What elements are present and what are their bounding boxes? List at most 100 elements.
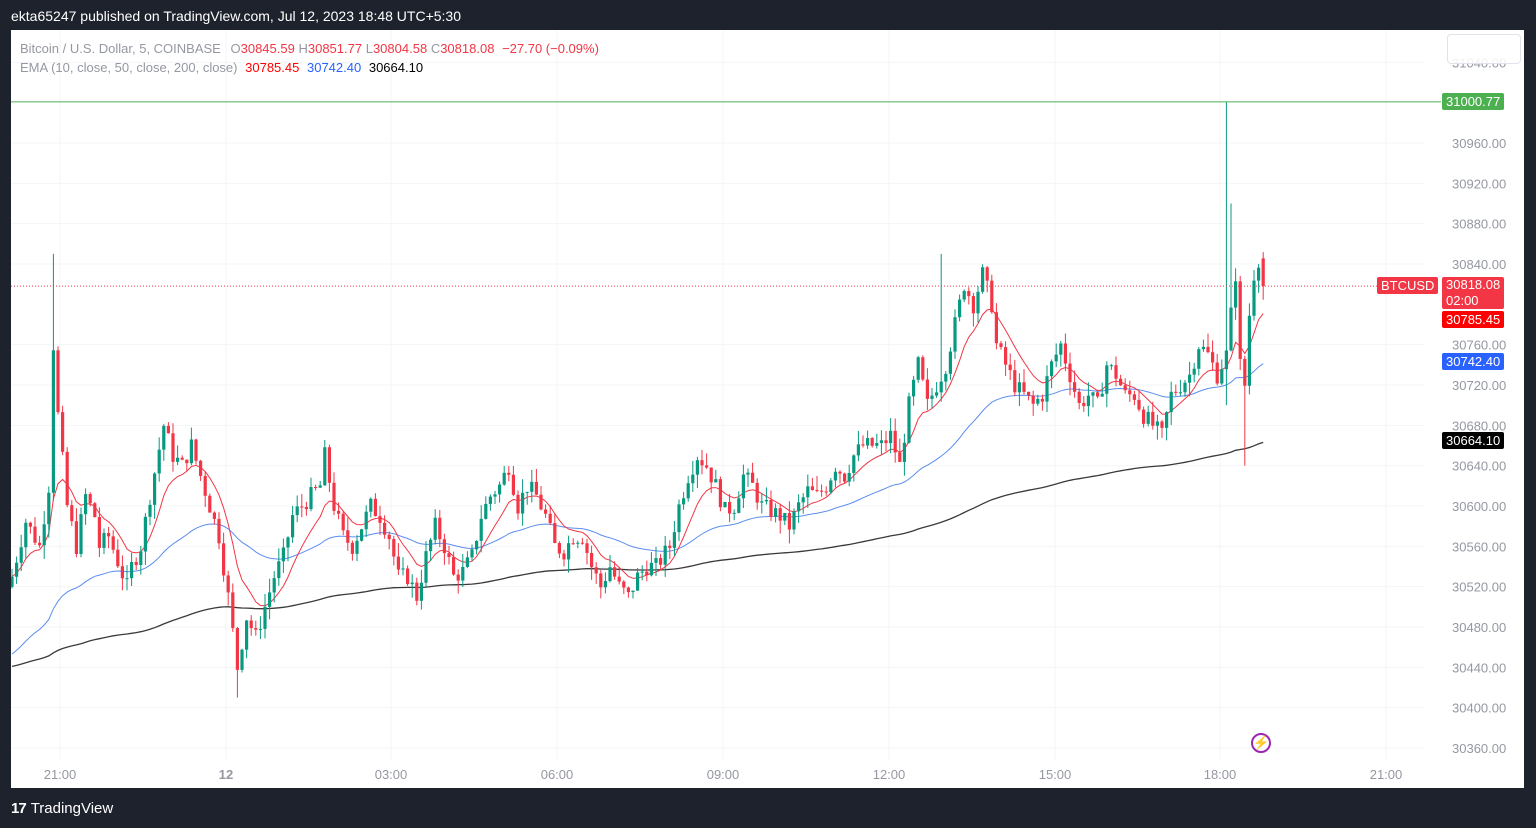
candle	[557, 543, 561, 554]
candle	[447, 553, 451, 558]
candle	[226, 575, 230, 593]
candle	[1123, 385, 1127, 391]
open-value: 30845.59	[240, 41, 295, 56]
candle	[999, 343, 1003, 348]
candle	[1109, 365, 1113, 367]
symbol-legend-row: Bitcoin / U.S. Dollar, 5, COINBASE O3084…	[20, 41, 599, 56]
candle	[373, 498, 377, 517]
time-axis-tick: 03:00	[375, 767, 408, 782]
candle	[424, 551, 428, 583]
candle	[268, 592, 272, 607]
candle	[341, 513, 345, 531]
candle	[378, 516, 382, 523]
candle	[332, 482, 336, 511]
ema50-line	[11, 363, 1264, 655]
candle	[493, 494, 497, 497]
price-axis-tick: 30720.00	[1452, 378, 1506, 393]
candle	[199, 460, 203, 476]
candle	[364, 511, 368, 530]
candle	[148, 504, 152, 517]
candle	[935, 392, 939, 396]
candle	[912, 379, 916, 397]
candle	[125, 578, 129, 580]
candle	[893, 430, 897, 453]
candle	[327, 447, 331, 483]
candle	[760, 501, 764, 503]
candle	[1040, 398, 1044, 402]
price-axis-tick: 30520.00	[1452, 580, 1506, 595]
candle	[157, 449, 161, 474]
candle	[415, 582, 419, 601]
candle	[15, 562, 19, 577]
candle	[1188, 374, 1192, 383]
candle	[162, 425, 166, 450]
candle	[461, 566, 465, 581]
candle	[488, 496, 492, 504]
candle	[1215, 362, 1219, 384]
candle	[1155, 421, 1159, 426]
candlestick-chart[interactable]: 31040.0030960.0030920.0030880.0030840.00…	[11, 30, 1524, 788]
candle	[465, 557, 469, 567]
candle	[507, 472, 511, 475]
candle	[1022, 382, 1026, 392]
candle	[585, 543, 589, 553]
settings-corner-button[interactable]	[1447, 34, 1521, 64]
candle	[668, 545, 672, 548]
price-axis-tick: 30920.00	[1452, 176, 1506, 191]
bar-countdown: 02:00	[1446, 293, 1479, 308]
candle	[700, 460, 704, 466]
candle	[286, 537, 290, 548]
candle	[801, 497, 805, 503]
candle	[1257, 267, 1261, 281]
candle	[475, 540, 479, 550]
candle	[544, 509, 548, 514]
candle	[392, 539, 396, 557]
candle	[792, 511, 796, 530]
candle	[1211, 352, 1215, 363]
candle	[102, 533, 106, 548]
candle	[562, 553, 566, 560]
candle	[24, 522, 28, 548]
candle	[107, 533, 111, 537]
candle	[686, 483, 690, 499]
candle	[1091, 392, 1095, 396]
candle	[856, 444, 860, 456]
candle	[318, 485, 322, 488]
candle	[843, 473, 847, 482]
candle	[806, 486, 810, 498]
candle	[235, 628, 239, 670]
footer-brand[interactable]: 17 TradingView	[11, 800, 113, 817]
candle	[603, 581, 607, 588]
candle	[695, 460, 699, 475]
candle	[42, 524, 46, 546]
candle	[217, 518, 221, 544]
chart-frame[interactable]: 31040.0030960.0030920.0030880.0030840.00…	[11, 30, 1524, 788]
candle	[212, 512, 216, 519]
candle	[143, 516, 147, 552]
candle	[1031, 395, 1035, 404]
candle	[723, 501, 727, 508]
candle	[870, 438, 874, 446]
candle	[1017, 382, 1021, 393]
candle	[258, 628, 262, 630]
candle	[1077, 391, 1081, 403]
candle	[231, 592, 235, 629]
candle	[838, 471, 842, 474]
candle	[985, 267, 989, 281]
candle	[1105, 365, 1109, 394]
candle	[916, 357, 920, 380]
ema10-price-tag: 30785.45	[1442, 311, 1505, 328]
time-axis-tick: 09:00	[707, 767, 740, 782]
candle	[1100, 393, 1104, 397]
candle	[1192, 368, 1196, 375]
candle	[659, 558, 663, 565]
candle	[185, 459, 189, 464]
price-axis-tick: 30880.00	[1452, 217, 1506, 232]
candle	[245, 620, 249, 650]
ema200-value: 30664.10	[368, 60, 424, 75]
time-axis-tick: 15:00	[1039, 767, 1072, 782]
candle	[930, 395, 934, 399]
candle	[189, 439, 193, 464]
flash-icon[interactable]: ⚡	[1251, 733, 1271, 753]
candle	[769, 500, 773, 517]
